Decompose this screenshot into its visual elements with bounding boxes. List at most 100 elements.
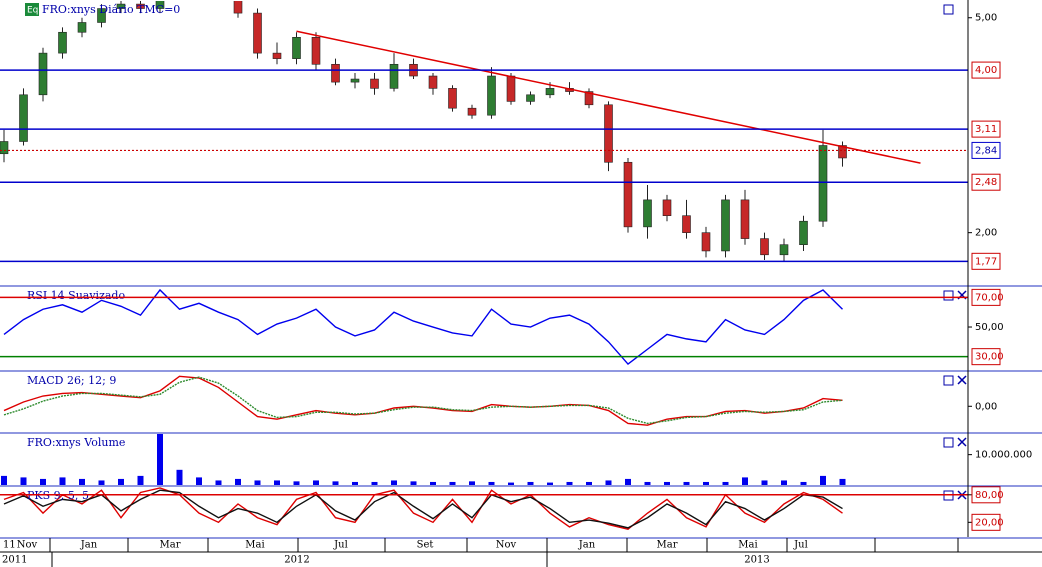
- volume-bar: [508, 482, 514, 485]
- volume-bar: [430, 481, 436, 485]
- volume-bar: [761, 480, 768, 485]
- x-year-label: 2011: [2, 555, 27, 566]
- close-button[interactable]: [957, 437, 967, 447]
- badge-label: Eq: [27, 6, 38, 16]
- volume-bar: [196, 477, 202, 485]
- candle-body: [740, 199, 750, 239]
- level-box: [971, 141, 1001, 159]
- candle-body: [838, 145, 847, 159]
- panel: [3, 375, 843, 426]
- level-label: 2,84: [975, 145, 997, 156]
- volume-bar: [722, 481, 729, 485]
- volume-bar: [449, 481, 456, 485]
- volume-bar: [176, 469, 183, 485]
- series-line: [3, 288, 843, 366]
- candle-body: [0, 141, 9, 155]
- candle-body: [38, 52, 48, 96]
- candle-body: [760, 238, 769, 256]
- candle-body: [584, 91, 594, 106]
- candle-body: [662, 199, 672, 216]
- volume-bar: [625, 478, 631, 485]
- candle-body: [97, 8, 106, 23]
- level-box: [971, 120, 1001, 138]
- candle-body: [233, 1, 243, 14]
- volume-bar: [98, 480, 105, 485]
- trend-line: [296, 30, 921, 164]
- volume-bar: [274, 480, 280, 485]
- volume-bar: [371, 481, 378, 485]
- y-tick-label: 10.000.000: [975, 450, 1032, 461]
- x-year-label: 2013: [744, 555, 769, 566]
- panel-title[interactable]: MACD 26; 12; 9: [27, 374, 116, 387]
- candle-body: [428, 75, 438, 89]
- candle-body: [623, 161, 633, 228]
- level-box: [971, 486, 1001, 504]
- volume-bar: [391, 480, 397, 485]
- volume-bar: [605, 480, 612, 485]
- level-box: [971, 252, 1001, 270]
- volume-bar: [839, 478, 846, 485]
- level-label: 30,00: [975, 352, 1004, 363]
- level-box: [971, 513, 1001, 531]
- volume-bar: [215, 480, 222, 485]
- candle-body: [799, 220, 808, 245]
- volume-bar: [644, 481, 651, 485]
- x-month-label: Mai: [738, 540, 757, 551]
- volume-bar: [410, 481, 417, 485]
- volume-bar: [586, 481, 592, 485]
- candle-body: [311, 37, 321, 65]
- volume-bar: [703, 481, 709, 485]
- candle-body: [545, 88, 555, 96]
- volume-bar: [137, 475, 144, 485]
- y-tick-label: 0,00: [975, 401, 997, 412]
- panel: [0, 1, 921, 262]
- x-month-label: Mai: [245, 540, 264, 551]
- volume-bar: [254, 480, 261, 485]
- x-month-label: Nov: [17, 540, 38, 551]
- candle-body: [448, 88, 457, 109]
- maximize-button[interactable]: [943, 375, 954, 386]
- volume-bar: [800, 481, 807, 485]
- volume-bar: [1, 475, 7, 485]
- level-box: [971, 348, 1001, 366]
- candle-body: [682, 215, 691, 233]
- close-button[interactable]: [957, 375, 967, 385]
- candle-body: [487, 75, 496, 116]
- y-tick-label: 20,00: [975, 517, 1004, 528]
- y-tick-label: 5,00: [975, 13, 997, 24]
- candle-body: [155, 1, 165, 9]
- candle-body: [643, 199, 652, 228]
- series-line: [3, 376, 843, 425]
- candle-body: [506, 75, 516, 102]
- maximize-button[interactable]: [943, 290, 954, 301]
- x-month-label: Jan: [578, 540, 596, 551]
- series-line: [3, 487, 843, 530]
- level-box: [971, 288, 1001, 306]
- candle-body: [272, 52, 282, 59]
- level-label: 70,00: [975, 292, 1004, 303]
- volume-bar: [488, 481, 495, 485]
- volume-bar: [469, 481, 475, 485]
- badge[interactable]: [25, 3, 39, 16]
- maximize-button[interactable]: [943, 4, 954, 15]
- panel: [3, 487, 843, 530]
- level-label: 1,77: [975, 256, 997, 267]
- panel-title[interactable]: FRO:xnys Diário TMC=0: [42, 3, 180, 16]
- candle-body: [116, 3, 126, 9]
- volume-bar: [313, 480, 319, 485]
- volume-bar: [566, 481, 573, 485]
- volume-bar: [683, 481, 690, 485]
- level-box: [971, 61, 1001, 79]
- candle-body: [721, 199, 730, 252]
- level-label: 4,00: [975, 65, 997, 76]
- volume-bar: [293, 481, 300, 485]
- volume-bar: [118, 478, 124, 485]
- panel-title[interactable]: RSI 14 Suavizado: [27, 289, 125, 302]
- panel: [3, 288, 843, 366]
- panel-title[interactable]: FRO:xnys Volume: [27, 436, 125, 449]
- maximize-button[interactable]: [943, 437, 954, 448]
- volume-bar: [527, 481, 534, 485]
- x-month-label: Jan: [80, 540, 98, 551]
